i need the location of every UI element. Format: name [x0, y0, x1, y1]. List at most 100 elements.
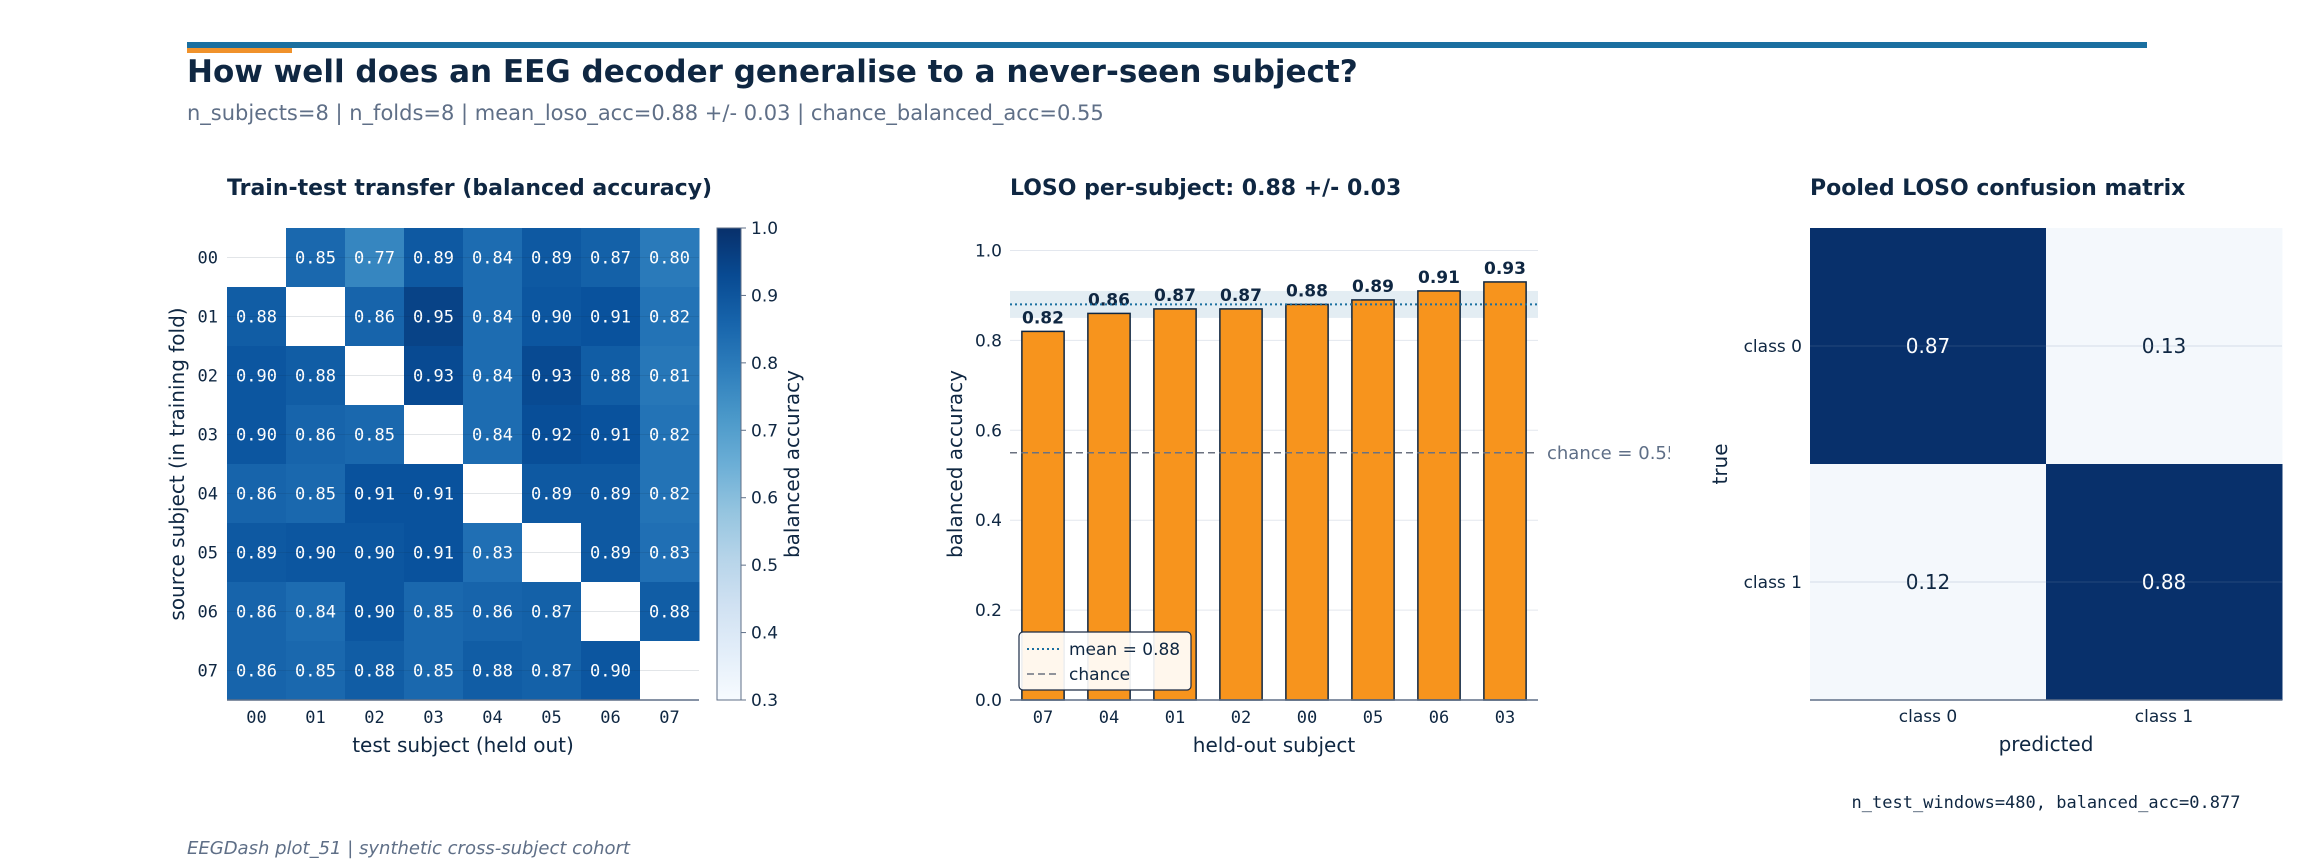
bar-value-label: 0.89	[1352, 277, 1394, 297]
y-axis-label: source subject (in training fold)	[165, 307, 189, 620]
colorbar-tick-label: 0.5	[751, 556, 778, 576]
x-tick-label: 02	[364, 708, 384, 728]
heatmap-cell-label: 0.90	[354, 544, 395, 564]
x-tick-label: 04	[1099, 708, 1119, 728]
heatmap-cell-label: 0.84	[472, 249, 513, 269]
heatmap-cell-label: 0.86	[236, 603, 277, 623]
heatmap-cell-label: 0.82	[649, 485, 690, 505]
heatmap-cell-label: 0.87	[531, 603, 572, 623]
heatmap-cell	[640, 464, 700, 524]
heatmap-cell	[227, 228, 287, 288]
y-tick-label: 0.2	[975, 601, 1002, 621]
heatmap-cell	[522, 228, 582, 288]
heatmap-cell-label: 0.84	[295, 603, 336, 623]
heatmap-cell-label: 0.89	[413, 249, 454, 269]
y-tick-label: 02	[198, 367, 218, 387]
x-tick-label: 01	[1165, 708, 1185, 728]
heatmap-cell-label: 0.90	[590, 662, 631, 682]
heatmap-cell-label: 0.87	[590, 249, 631, 269]
heatmap-cell-label: 0.89	[531, 249, 572, 269]
heatmap-cell-label: 0.85	[413, 662, 454, 682]
x-tick-label: class 0	[1899, 707, 1957, 727]
heatmap-cell-label: 0.95	[413, 308, 454, 328]
bar-value-label: 0.87	[1154, 286, 1196, 306]
heatmap-cell-label: 0.85	[295, 249, 336, 269]
bar-value-label: 0.91	[1418, 268, 1460, 288]
confusion-matrix-chart: Pooled LOSO confusion matrix 0.87 0.13 0.12…	[1708, 176, 2283, 813]
x-tick-label: 00	[246, 708, 266, 728]
heatmap-cell-label: 0.90	[295, 544, 336, 564]
heatmap-cell-label: 0.88	[236, 308, 277, 328]
heatmap-cell	[345, 464, 405, 524]
heatmap-cell-label: 0.87	[531, 662, 572, 682]
heatmap-cell-label: 0.81	[649, 367, 690, 387]
heatmap-cell-label: 0.90	[236, 426, 277, 446]
heatmap-cell	[522, 523, 582, 583]
heatmap-cell	[345, 287, 405, 347]
heatmap-cell-label: 0.85	[354, 426, 395, 446]
heatmap-cell-label: 0.89	[590, 544, 631, 564]
x-axis-label: test subject (held out)	[352, 733, 574, 757]
y-tick-label: class 0	[1744, 337, 1802, 357]
heatmap-cell-label: 0.92	[531, 426, 572, 446]
confusion-cell-label: 0.87	[1906, 334, 1951, 358]
heatmap-cell	[581, 287, 641, 347]
bar	[1351, 299, 1395, 701]
heatmap-cell-label: 0.85	[295, 485, 336, 505]
heatmap-cell	[345, 346, 405, 406]
heatmap-cell	[463, 464, 523, 524]
heatmap-cell	[640, 228, 700, 288]
y-tick-label: 0.0	[975, 691, 1002, 711]
heatmap-cell	[640, 523, 700, 583]
page-subtitle: n_subjects=8 | n_folds=8 | mean_loso_acc…	[187, 101, 1104, 125]
confusion-note: n_test_windows=480, balanced_acc=0.877	[1852, 793, 2241, 813]
confusion-cell-label: 0.88	[2142, 570, 2187, 594]
y-tick-label: 03	[198, 426, 218, 446]
y-tick-label: class 1	[1744, 573, 1802, 593]
legend-chance-label: chance	[1069, 665, 1130, 685]
heatmap-cell	[522, 641, 582, 701]
heatmap-cell	[581, 346, 641, 406]
bar	[1417, 290, 1461, 701]
heatmap-cell	[463, 287, 523, 347]
y-tick-label: 1.0	[975, 241, 1002, 261]
bar	[1285, 303, 1329, 701]
chance-annotation: chance = 0.55	[1547, 443, 1670, 464]
x-tick-label: 06	[600, 708, 620, 728]
colorbar-tick-label: 0.3	[751, 691, 778, 711]
confusion-cell-label: 0.13	[2142, 334, 2187, 358]
page-title: How well does an EEG decoder generalise …	[187, 54, 1358, 90]
heatmap-cell-label: 0.91	[413, 544, 454, 564]
heatmap-cell	[345, 582, 405, 642]
heatmap-cell	[640, 287, 700, 347]
heatmap-cell	[404, 228, 464, 288]
heatmap-cell	[227, 287, 287, 347]
heatmap-cell	[522, 287, 582, 347]
x-tick-label: 03	[423, 708, 443, 728]
heatmap-cell-label: 0.86	[236, 662, 277, 682]
heatmap-cell-label: 0.90	[354, 603, 395, 623]
heatmap-cell	[581, 582, 641, 642]
confusion-cell	[1810, 228, 2047, 465]
heatmap-cell-label: 0.91	[590, 426, 631, 446]
heatmap-cell	[640, 641, 700, 701]
heatmap-cell	[404, 346, 464, 406]
heatmap-cell	[404, 582, 464, 642]
heatmap-cell	[227, 582, 287, 642]
header-accent-bar	[187, 42, 2147, 48]
chart-title: LOSO per-subject: 0.88 +/- 0.03	[1010, 176, 1401, 201]
heatmap-cell	[463, 228, 523, 288]
heatmap-cell	[463, 405, 523, 465]
confusion-cell	[1810, 464, 2047, 701]
bar	[1483, 281, 1527, 701]
y-tick-label: 0.8	[975, 331, 1002, 351]
colorbar	[716, 227, 742, 701]
heatmap-cell	[345, 228, 405, 288]
heatmap-cell	[404, 641, 464, 701]
x-tick-label: class 1	[2135, 707, 2193, 727]
heatmap-cell-label: 0.85	[295, 662, 336, 682]
heatmap-cell	[581, 228, 641, 288]
heatmap-cell-label: 0.84	[472, 426, 513, 446]
heatmap-cell-label: 0.83	[472, 544, 513, 564]
heatmap-cell	[640, 582, 700, 642]
